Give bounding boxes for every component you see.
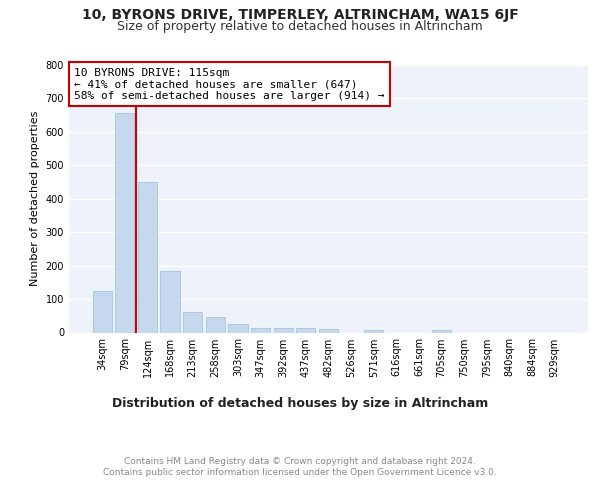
Bar [364, 330, 383, 332]
Bar [274, 328, 293, 332]
Bar [432, 330, 451, 332]
Text: Contains HM Land Registry data © Crown copyright and database right 2024.
Contai: Contains HM Land Registry data © Crown c… [103, 458, 497, 477]
Y-axis label: Number of detached properties: Number of detached properties [30, 111, 40, 286]
Text: Distribution of detached houses by size in Altrincham: Distribution of detached houses by size … [112, 398, 488, 410]
Bar [296, 328, 316, 332]
Text: 10 BYRONS DRIVE: 115sqm
← 41% of detached houses are smaller (647)
58% of semi-d: 10 BYRONS DRIVE: 115sqm ← 41% of detache… [74, 68, 385, 101]
Bar [160, 270, 180, 332]
Text: Size of property relative to detached houses in Altrincham: Size of property relative to detached ho… [117, 20, 483, 33]
Bar [115, 114, 134, 332]
Bar [92, 290, 112, 333]
Text: 10, BYRONS DRIVE, TIMPERLEY, ALTRINCHAM, WA15 6JF: 10, BYRONS DRIVE, TIMPERLEY, ALTRINCHAM,… [82, 8, 518, 22]
Bar [229, 324, 248, 332]
Bar [206, 317, 225, 332]
Bar [319, 329, 338, 332]
Bar [183, 312, 202, 332]
Bar [251, 328, 270, 332]
Bar [138, 182, 157, 332]
